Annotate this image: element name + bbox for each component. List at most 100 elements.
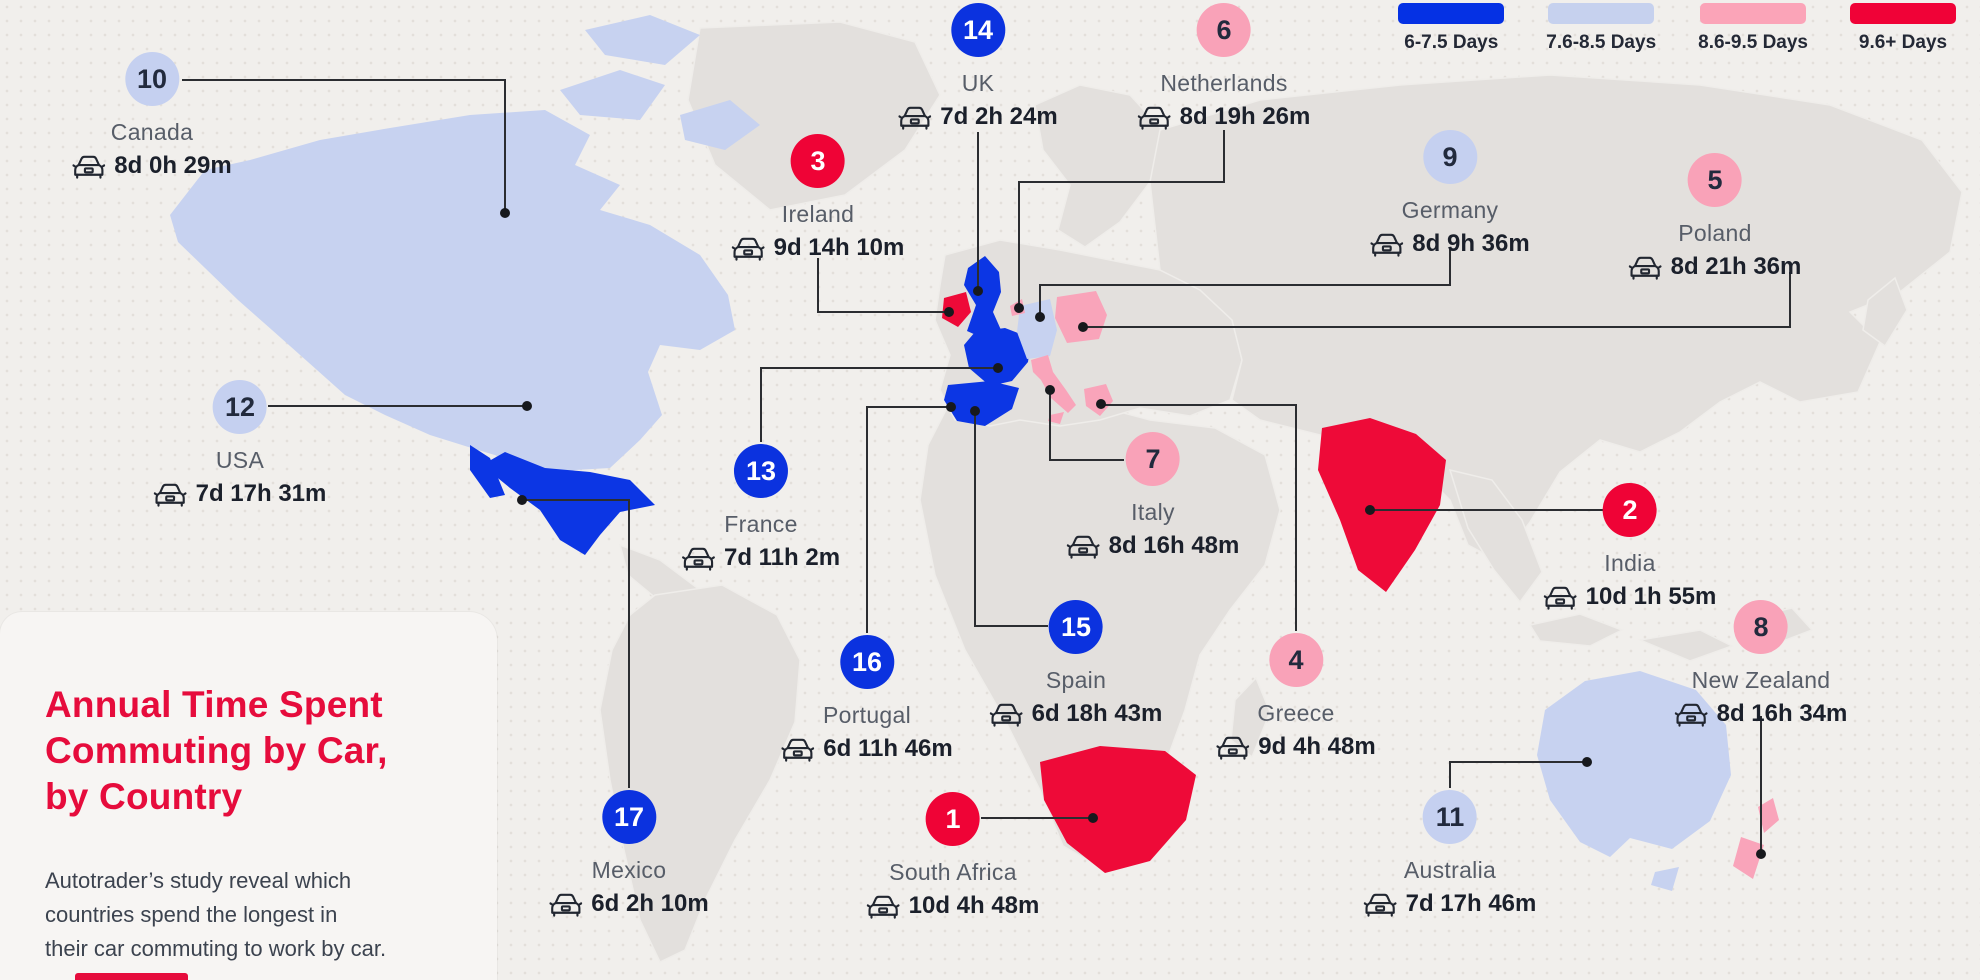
commute-time: 6d 2h 10m — [549, 890, 709, 918]
callout-netherlands: 6 Netherlands 8d 19h 26m — [1138, 3, 1311, 131]
commute-time: 8d 16h 34m — [1675, 700, 1848, 728]
commute-time-value: 10d 4h 48m — [908, 892, 1040, 919]
map-southeast-asia — [1448, 468, 1543, 604]
country-name: Canada — [110, 119, 194, 145]
map-ireland — [942, 292, 971, 327]
car-icon — [1364, 891, 1397, 918]
country-name: Portugal — [822, 702, 912, 728]
country-name: New Zealand — [1691, 667, 1831, 693]
map-italy — [1031, 355, 1076, 413]
commute-time-value: 8d 9h 36m — [1412, 230, 1530, 257]
commute-time-value: 8d 21h 36m — [1670, 253, 1802, 280]
callout-usa: 12 USA 7d 17h 31m — [154, 380, 326, 508]
car-icon — [1216, 734, 1249, 761]
commute-time: 6d 18h 43m — [990, 700, 1163, 728]
car-icon — [781, 736, 814, 763]
commute-time: 9d 14h 10m — [732, 234, 904, 262]
leader-germany — [1039, 248, 1451, 315]
map-indonesia-2 — [1637, 629, 1734, 662]
legend-swatch-lightblue — [1548, 3, 1655, 24]
commute-time: 7d 2h 24m — [898, 103, 1058, 131]
map-germany — [1017, 299, 1057, 359]
commute-time-value: 9d 4h 48m — [1258, 733, 1376, 760]
callout-france: 13 France 7d 11h 2m — [682, 444, 840, 572]
commute-time: 8d 21h 36m — [1629, 253, 1802, 281]
map-japan — [1862, 276, 1908, 348]
car-icon — [990, 701, 1023, 728]
car-icon — [732, 235, 765, 262]
legend-item: 6-7.5 Days — [1398, 3, 1505, 54]
map-baja — [470, 445, 505, 498]
country-name: Greece — [1257, 700, 1335, 726]
leader-ireland — [817, 258, 946, 313]
rank-badge: 4 — [1268, 633, 1323, 687]
commute-time-value: 7d 11h 2m — [723, 544, 841, 571]
callout-ireland: 3 Ireland 9d 14h 10m — [732, 134, 904, 262]
map-australia — [1537, 671, 1731, 857]
car-icon — [1067, 533, 1100, 560]
leader-australia — [1449, 761, 1584, 788]
car-icon — [1629, 254, 1662, 281]
map-tasmania — [1651, 867, 1679, 891]
commute-time: 10d 1h 55m — [1544, 583, 1717, 611]
legend-label: 6-7.5 Days — [1404, 32, 1499, 53]
commute-time: 10d 4h 48m — [867, 892, 1040, 920]
commute-time-value: 6d 2h 10m — [591, 890, 709, 917]
callout-greece: 4 Greece 9d 4h 48m — [1216, 633, 1376, 761]
map-scandinavia — [1034, 84, 1163, 248]
rank-badge: 16 — [839, 635, 894, 689]
commute-time: 9d 4h 48m — [1216, 733, 1376, 761]
rank-badge: 5 — [1687, 153, 1742, 207]
car-icon — [1544, 584, 1577, 611]
callout-italy: 7 Italy 8d 16h 48m — [1067, 432, 1240, 560]
callout-india: 2 India 10d 1h 55m — [1544, 483, 1717, 611]
car-icon — [682, 545, 715, 572]
legend: 6-7.5 Days 7.6-8.5 Days 8.6-9.5 Days 9.6… — [1398, 3, 1956, 54]
country-name: Spain — [1045, 667, 1107, 693]
rank-badge: 8 — [1733, 600, 1788, 654]
legend-item: 7.6-8.5 Days — [1546, 3, 1656, 54]
commute-time-value: 8d 16h 48m — [1108, 532, 1240, 559]
commute-time-value: 8d 0h 29m — [114, 152, 232, 179]
map-india — [1318, 418, 1446, 592]
country-name: Poland — [1678, 220, 1752, 246]
commute-time: 7d 17h 31m — [154, 480, 326, 508]
car-icon — [1370, 231, 1403, 258]
rank-badge: 1 — [925, 792, 980, 846]
rank-badge: 17 — [601, 790, 656, 844]
leader-france — [760, 367, 996, 442]
map-france — [964, 328, 1031, 386]
title-card: Annual Time Spent Commuting by Car, by C… — [0, 612, 497, 980]
commute-time-value: 10d 1h 55m — [1585, 583, 1717, 610]
leader-spain — [974, 414, 1048, 627]
legend-item: 8.6-9.5 Days — [1698, 3, 1808, 54]
commute-time-value: 6d 18h 43m — [1031, 700, 1163, 727]
commute-time: 8d 16h 48m — [1067, 532, 1240, 560]
map-sicily — [1048, 412, 1064, 424]
callout-germany: 9 Germany 8d 9h 36m — [1370, 130, 1530, 258]
legend-label: 9.6+ Days — [1858, 32, 1948, 53]
commute-time-value: 8d 19h 26m — [1179, 103, 1311, 130]
rank-badge: 2 — [1602, 483, 1657, 537]
leader-portugal — [866, 406, 948, 633]
callout-poland: 5 Poland 8d 21h 36m — [1629, 153, 1802, 281]
map-new-zealand-south — [1733, 837, 1764, 879]
commute-time: 8d 0h 29m — [72, 152, 232, 180]
callout-new-zealand: 8 New Zealand 8d 16h 34m — [1675, 600, 1848, 728]
rank-badge: 15 — [1048, 600, 1103, 654]
country-name: Australia — [1403, 857, 1497, 883]
country-name: USA — [215, 447, 265, 473]
commute-time-value: 8d 16h 34m — [1716, 700, 1848, 727]
legend-swatch-red — [1850, 3, 1956, 24]
car-icon — [72, 153, 105, 180]
commute-time-value: 7d 2h 24m — [940, 103, 1058, 130]
commute-time: 7d 11h 2m — [682, 544, 840, 572]
map-uk — [964, 256, 1001, 339]
car-icon — [154, 481, 187, 508]
country-name: Germany — [1401, 197, 1499, 223]
legend-swatch-pink — [1700, 3, 1807, 24]
callout-canada: 10 Canada 8d 0h 29m — [72, 52, 232, 180]
leader-canada — [182, 79, 506, 213]
